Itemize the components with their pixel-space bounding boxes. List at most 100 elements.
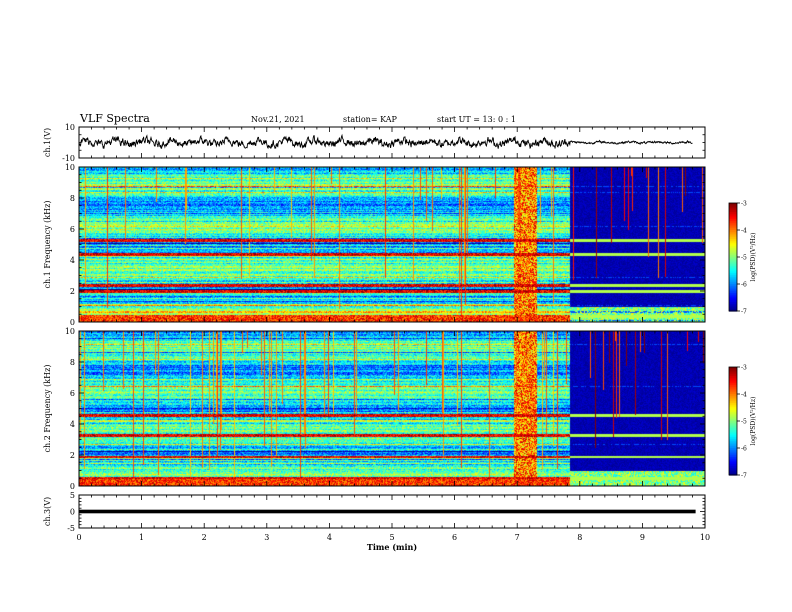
ch1-waveform-ytick-label: -10 (62, 154, 75, 163)
colorbar-1-swatch (729, 305, 737, 308)
colorbar-1-swatch (729, 239, 737, 242)
colorbar-2-label: log(PSD)(V²/Hz) (750, 397, 757, 446)
colorbar-2-swatch (729, 415, 737, 418)
colorbar-2-swatch (729, 404, 737, 408)
colorbar-1-swatch (729, 262, 737, 265)
colorbar-1-swatch (729, 213, 737, 217)
colorbar-2-tick-label: -7 (741, 473, 747, 480)
colorbar-2-swatch (729, 464, 737, 467)
colorbar-1-swatch (729, 231, 737, 235)
colorbar-2-swatch (729, 368, 737, 372)
colorbar-2-swatch (729, 419, 737, 422)
colorbar-1-swatch (729, 303, 737, 307)
colorbar-2-swatch (729, 388, 737, 391)
colorbar-1-swatch (729, 291, 737, 294)
colorbar-2-swatch (729, 386, 737, 390)
colorbar-2-swatch (729, 403, 737, 406)
colorbar-1-swatch (729, 296, 737, 299)
colorbar-1-tick-label: -4 (741, 228, 747, 235)
colorbar-2-swatch (729, 462, 737, 465)
colorbar-2-swatch (729, 370, 737, 373)
ch3-trace-ytick-label: -5 (67, 524, 75, 533)
colorbar-1-swatch (729, 221, 737, 224)
colorbar-1-swatch (729, 215, 737, 218)
colorbar-2-swatch (729, 460, 737, 463)
colorbar-1-swatch (729, 284, 737, 287)
time-xtick-label: 10 (700, 533, 710, 542)
colorbar-1-swatch (729, 222, 737, 226)
colorbar-1-tick-label: -7 (741, 309, 747, 316)
date-label: Nov.21, 2021 (251, 115, 305, 124)
colorbar-2-swatch (729, 442, 737, 445)
ch2-spectrogram-ytick-label: 0 (70, 482, 75, 491)
colorbar-2-swatch (729, 381, 737, 384)
ch2-spectrogram-ytick-label: 4 (70, 420, 75, 429)
colorbar-2-swatch (729, 422, 737, 426)
colorbar-1-swatch (729, 260, 737, 263)
colorbar-2-swatch (729, 406, 737, 409)
colorbar-2-swatch (729, 433, 737, 436)
colorbar-2-swatch (729, 428, 737, 431)
colorbar-2-swatch (729, 408, 737, 411)
colorbar-2-swatch (729, 426, 737, 429)
colorbar-1-swatch (729, 253, 737, 256)
colorbar-1-swatch (729, 235, 737, 238)
colorbar-1-swatch (729, 300, 737, 303)
colorbar-1-label: log(PSD)(V²/Hz) (750, 233, 757, 282)
colorbar-2-swatch (729, 435, 737, 438)
colorbar-2-swatch (729, 440, 737, 444)
colorbar-1-swatch (729, 224, 737, 227)
colorbar-1-swatch (729, 230, 737, 233)
ch3-trace-ytick-label: 5 (70, 491, 75, 500)
time-xtick-label: 9 (640, 533, 645, 542)
colorbar-2-swatch (729, 376, 737, 379)
colorbar-2-swatch (729, 410, 737, 413)
time-xtick-label: 1 (139, 533, 144, 542)
colorbar-1-swatch (729, 282, 737, 285)
colorbar-1-swatch (729, 271, 737, 274)
ch1-spectrogram-ylabel: ch.1 Frequency (kHz) (43, 201, 52, 289)
colorbar-2-tick-label: -5 (741, 419, 747, 426)
colorbar-2-swatch (729, 457, 737, 460)
colorbar-2-swatch (729, 469, 737, 472)
colorbar-2-swatch (729, 453, 737, 456)
time-xtick-label: 5 (389, 533, 394, 542)
colorbar-1-swatch (729, 242, 737, 245)
colorbar-1-swatch (729, 298, 737, 301)
colorbar-1-swatch (729, 206, 737, 209)
colorbar-1-swatch (729, 267, 737, 271)
colorbar-2-swatch (729, 471, 737, 474)
colorbar-1-swatch (729, 251, 737, 254)
colorbar-1-swatch (729, 212, 737, 215)
colorbar-2-swatch (729, 424, 737, 427)
colorbar-2-swatch (729, 383, 737, 386)
ch1-spectrogram-ytick-label: 2 (70, 287, 75, 296)
colorbar-1-swatch (729, 233, 737, 236)
ch2-spectrogram-ytick-label: 10 (65, 327, 75, 336)
colorbar-1-swatch (729, 237, 737, 240)
time-xtick-label: 8 (577, 533, 582, 542)
ch1-spectrogram-ytick-label: 0 (70, 318, 75, 327)
colorbar-1-swatch (729, 280, 737, 283)
colorbar-1-swatch (729, 246, 737, 249)
colorbar-2-swatch (729, 401, 737, 404)
colorbar-2-tick-label: -6 (741, 446, 747, 453)
colorbar-1-swatch (729, 219, 737, 222)
ch1-waveform-ytick-label: 10 (65, 123, 75, 132)
ch3-trace-ytick-label: 0 (70, 508, 75, 517)
start-time-label: start UT = 13: 0 : 1 (437, 115, 516, 124)
colorbar-2-swatch (729, 451, 737, 454)
ch1-spectrogram-ytick-label: 6 (70, 225, 75, 234)
colorbar-2-swatch (729, 385, 737, 388)
colorbar-1-swatch (729, 309, 737, 312)
colorbar-2-swatch (729, 372, 737, 375)
colorbar-1-swatch (729, 275, 737, 278)
colorbar-2-swatch (729, 439, 737, 442)
colorbar-1-swatch (729, 244, 737, 247)
colorbar-2-swatch (729, 437, 737, 440)
colorbar-2-swatch (729, 449, 737, 453)
colorbar-2-swatch (729, 392, 737, 395)
ch1-spectrogram-ytick-label: 8 (70, 194, 75, 203)
colorbar-1-swatch (729, 249, 737, 253)
